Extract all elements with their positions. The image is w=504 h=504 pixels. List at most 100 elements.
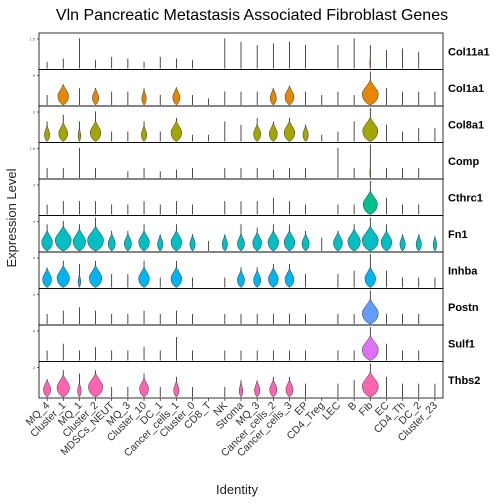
violin-shape	[399, 234, 406, 252]
y-tick-label: 8	[33, 329, 36, 334]
panels-group: 1.5 Col11a1 5 Col1a1 3 Col8a1 1.8 Comp 3 Cthrc1 4 F…	[29, 32, 490, 399]
violin-shape	[57, 83, 69, 106]
violin-shape	[170, 265, 182, 288]
violin-shape	[369, 165, 371, 179]
violin-shape	[269, 122, 278, 142]
y-tick-label: 5	[33, 73, 36, 78]
violin-shape	[89, 264, 103, 288]
y-axis-title: Expression Level	[4, 168, 19, 267]
violin-shape	[302, 125, 309, 142]
violin-shape	[269, 379, 278, 398]
violin-shape	[253, 123, 261, 142]
y-tick-label: 4	[33, 256, 36, 261]
panel-col8a1: 3 Col8a1	[33, 105, 484, 143]
violin-shape	[138, 265, 150, 288]
violin-shape	[43, 379, 51, 398]
y-tick-label: 3	[33, 110, 36, 115]
violin-shape	[284, 84, 295, 106]
violin-shape	[347, 227, 361, 252]
violin-shape	[362, 190, 378, 215]
violin-shape	[269, 87, 277, 106]
violin-shape	[139, 376, 149, 398]
violin-shape	[44, 125, 50, 142]
panel-fn1: 4 Fn1	[33, 215, 468, 253]
violin-shape	[268, 266, 279, 288]
y-tick-label: 4	[33, 292, 36, 297]
violin-shape	[284, 267, 295, 288]
gene-label-inhba: Inhba	[448, 265, 478, 277]
violin-shape	[221, 234, 228, 252]
gene-label-sulf1: Sulf1	[448, 338, 475, 350]
violin-shape	[432, 236, 437, 252]
panel-inhba: 4 Inhba	[33, 251, 478, 289]
violin-shape	[41, 229, 53, 252]
violin-shape	[301, 233, 310, 252]
violin-shape	[88, 372, 103, 398]
y-tick-label: 1.8	[29, 146, 35, 151]
violin-shape	[56, 373, 70, 398]
violin-shape	[172, 87, 181, 106]
chart-title: Vln Pancreatic Metastasis Associated Fib…	[56, 7, 448, 24]
violin-shape	[173, 380, 180, 398]
violin-shape	[362, 225, 379, 252]
violin-shape	[77, 127, 81, 143]
gene-label-cthrc1: Cthrc1	[448, 192, 483, 204]
violin-shape	[87, 225, 104, 252]
violin-shape	[42, 267, 52, 288]
violin-shape	[285, 379, 294, 398]
violin-shape	[362, 371, 379, 398]
gene-label-col1a1: Col1a1	[448, 83, 484, 95]
gene-label-comp: Comp	[448, 156, 479, 168]
x-ticks-group: MQ_4Cluster_1MQ_1Cluster_2MDSCs_NEUTMQ_3…	[23, 398, 440, 459]
violin-shape	[252, 230, 262, 252]
violin-shape	[77, 273, 81, 289]
violin-shape	[380, 229, 393, 252]
panel-cthrc1: 3 Cthrc1	[33, 178, 483, 216]
gene-label-thbs2: Thbs2	[448, 375, 480, 387]
panel-postn: 4 Postn	[33, 288, 479, 326]
violin-shape	[107, 233, 116, 252]
violin-shape	[333, 230, 343, 252]
y-tick-label: 1.5	[29, 37, 35, 42]
x-tick-label: LEC	[320, 399, 343, 422]
violin-shape	[362, 298, 379, 325]
violin-shape	[170, 119, 182, 142]
y-tick-label: 4	[33, 219, 36, 224]
violin-shape	[89, 119, 102, 142]
violin-shape	[238, 382, 244, 398]
y-tick-label: 2	[33, 365, 36, 370]
violin-shape	[56, 264, 70, 288]
violin-shape	[362, 334, 379, 361]
panel-sulf1: 8 Sulf1	[33, 324, 475, 362]
panel-col11a1: 1.5 Col11a1	[29, 32, 490, 70]
y-tick-label: 3	[33, 183, 36, 188]
violin-shape	[157, 234, 164, 252]
violin-shape	[362, 79, 379, 106]
gene-label-col11a1: Col11a1	[448, 46, 490, 58]
violin-shape	[253, 269, 261, 288]
gene-label-fn1: Fn1	[448, 229, 468, 241]
violin-shape	[362, 116, 379, 142]
x-axis-title: Identity	[216, 482, 258, 497]
violin-shape	[77, 382, 82, 398]
violin-shape	[369, 56, 371, 69]
violin-shape	[237, 269, 245, 288]
violin-shape	[141, 89, 147, 106]
violin-shape	[415, 234, 422, 252]
violin-shape	[189, 234, 196, 252]
violin-shape	[237, 233, 245, 252]
panel-thbs2: 2 Thbs2	[33, 361, 480, 399]
violin-shape	[364, 265, 376, 288]
violin-shape	[92, 87, 99, 106]
gene-label-col8a1: Col8a1	[448, 119, 484, 131]
violin-shape	[141, 125, 147, 142]
violin-shape	[124, 233, 132, 252]
violin-shape	[254, 380, 261, 398]
violin-shape	[54, 225, 72, 252]
violin-shape	[267, 229, 279, 252]
panel-col1a1: 5 Col1a1	[33, 69, 484, 107]
gene-label-postn: Postn	[448, 302, 479, 314]
violin-shape	[72, 227, 86, 252]
violin-shape	[138, 229, 150, 252]
